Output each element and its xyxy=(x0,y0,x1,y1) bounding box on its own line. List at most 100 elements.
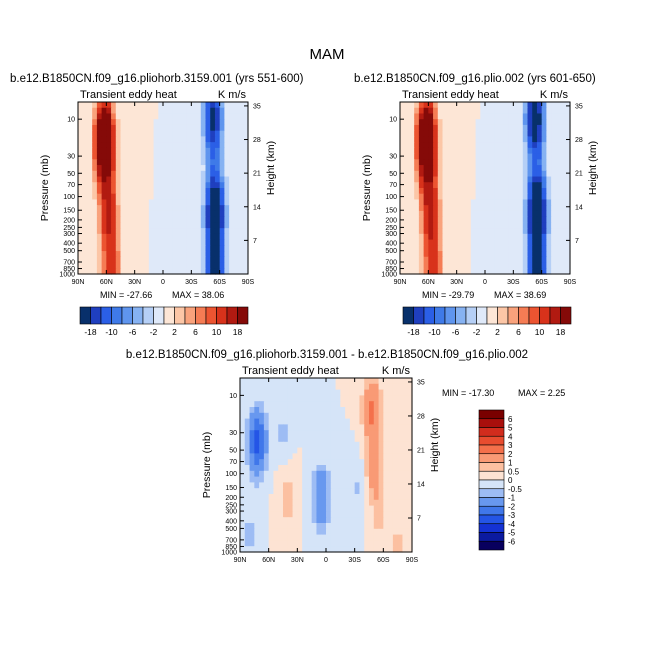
field-cell xyxy=(349,401,356,408)
field-cell xyxy=(345,540,351,547)
y-tick-label: 150 xyxy=(225,485,237,492)
field-cell xyxy=(335,540,341,547)
field-cells xyxy=(240,378,413,553)
field-cell xyxy=(485,188,491,195)
field-cell xyxy=(205,130,211,137)
field-cell xyxy=(278,395,284,402)
field-cell xyxy=(555,107,562,115)
field-cell xyxy=(349,499,356,507)
colorbar-label: -2 xyxy=(473,327,481,337)
field-cell xyxy=(181,205,188,212)
field-cell xyxy=(461,102,467,109)
field-cell xyxy=(177,268,183,275)
field-cell xyxy=(364,523,370,530)
field-cell xyxy=(340,453,346,460)
field-cell xyxy=(233,182,240,189)
field-cell xyxy=(373,523,380,530)
field-cell xyxy=(273,488,279,495)
field-cell xyxy=(551,165,557,172)
field-cell xyxy=(518,222,524,229)
field-cell xyxy=(522,193,529,201)
field-cell xyxy=(224,159,230,166)
field-cell xyxy=(359,505,365,512)
field-cell xyxy=(196,170,202,178)
field-cell xyxy=(400,245,406,252)
field-cell xyxy=(392,540,399,547)
field-cell xyxy=(402,418,408,425)
field-cell xyxy=(205,124,211,132)
field-cell xyxy=(273,465,279,472)
field-cell xyxy=(423,193,429,201)
field-cell xyxy=(470,102,477,109)
field-cell xyxy=(428,256,434,264)
field-cell xyxy=(560,199,566,206)
field-cell xyxy=(402,534,408,541)
field-cell xyxy=(139,165,145,172)
field-cell xyxy=(163,268,169,275)
field-cell xyxy=(437,102,444,109)
field-cell xyxy=(283,470,289,478)
field-cell xyxy=(259,395,265,402)
field-cell xyxy=(354,470,361,478)
field-cell xyxy=(144,233,150,241)
field-cell xyxy=(219,119,225,126)
field-cell xyxy=(229,262,235,269)
field-cell xyxy=(181,182,188,189)
field-cell xyxy=(139,205,145,212)
field-cell xyxy=(378,383,384,391)
field-cell xyxy=(518,159,524,166)
field-cell xyxy=(485,262,491,269)
field-cell xyxy=(392,453,399,460)
field-cell xyxy=(229,170,235,178)
field-cell xyxy=(330,453,337,460)
field-cell xyxy=(349,511,356,518)
field-cell xyxy=(369,465,375,472)
field-cell xyxy=(499,205,505,212)
field-cell xyxy=(555,130,562,137)
field-cell xyxy=(259,441,265,449)
field-cell xyxy=(278,412,284,420)
field-cell xyxy=(522,136,529,143)
field-cell xyxy=(402,499,408,507)
field-cell xyxy=(503,199,510,206)
field-cell xyxy=(503,262,510,269)
field-cell xyxy=(268,383,275,391)
field-cell xyxy=(536,233,543,241)
field-cell xyxy=(96,130,103,137)
field-cell xyxy=(461,142,467,149)
field-cell xyxy=(485,251,491,258)
field-cell xyxy=(233,130,240,137)
field-cell xyxy=(153,193,159,201)
field-cell xyxy=(306,401,313,408)
field-cell xyxy=(106,188,112,195)
field-cell xyxy=(466,153,472,160)
field-cell xyxy=(499,119,505,126)
field-cell xyxy=(311,470,318,478)
field-cell xyxy=(115,239,122,246)
field-cell xyxy=(522,119,529,126)
field-cell xyxy=(244,499,251,507)
field-cell xyxy=(480,193,486,201)
field-cell xyxy=(551,193,557,201)
field-cell xyxy=(311,378,318,385)
field-cell xyxy=(418,170,425,178)
field-cell xyxy=(532,262,538,269)
field-cell xyxy=(254,383,260,391)
field-cell xyxy=(428,147,434,155)
field-cell xyxy=(92,233,98,241)
field-cell xyxy=(101,182,107,189)
field-cell xyxy=(229,256,235,264)
field-cell xyxy=(354,523,361,530)
field-cell xyxy=(134,256,140,264)
field-cell xyxy=(224,251,230,258)
field-cell xyxy=(92,188,98,195)
field-cell xyxy=(541,159,547,166)
field-cell xyxy=(268,517,275,524)
field-cell xyxy=(167,130,174,137)
field-cell xyxy=(551,205,557,212)
field-cell xyxy=(451,256,458,264)
field-cell xyxy=(392,482,399,489)
field-cell xyxy=(163,119,169,126)
field-cell xyxy=(158,233,164,241)
field-cell xyxy=(546,124,552,132)
